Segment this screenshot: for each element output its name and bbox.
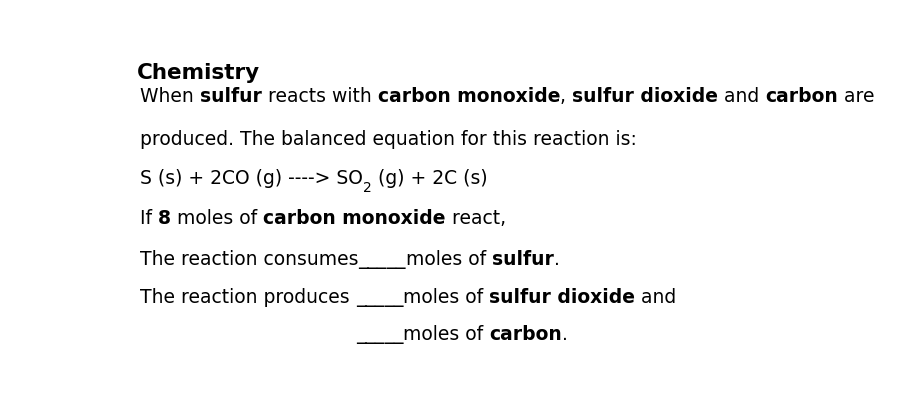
- Text: .: .: [562, 325, 568, 344]
- Text: carbon: carbon: [765, 87, 838, 106]
- Text: The reaction consumes: The reaction consumes: [140, 250, 358, 269]
- Text: 8: 8: [158, 209, 171, 228]
- Text: sulfur dioxide: sulfur dioxide: [489, 288, 635, 307]
- Text: react,: react,: [446, 209, 506, 228]
- Text: _____: _____: [356, 325, 403, 344]
- Text: If: If: [140, 209, 158, 228]
- Text: Chemistry: Chemistry: [136, 63, 260, 83]
- Text: _____: _____: [358, 250, 406, 269]
- Text: S (s) + 2CO (g) ----> SO: S (s) + 2CO (g) ----> SO: [140, 169, 363, 188]
- Text: ,: ,: [560, 87, 572, 106]
- Text: 2: 2: [363, 181, 372, 195]
- Text: and: and: [635, 288, 677, 307]
- Text: moles of: moles of: [171, 209, 263, 228]
- Text: and: and: [718, 87, 765, 106]
- Text: sulfur: sulfur: [492, 250, 554, 269]
- Text: carbon monoxide: carbon monoxide: [378, 87, 560, 106]
- Text: are: are: [838, 87, 875, 106]
- Text: When: When: [140, 87, 200, 106]
- Text: _____: _____: [356, 288, 403, 307]
- Text: moles of: moles of: [406, 250, 492, 269]
- Text: carbon monoxide: carbon monoxide: [263, 209, 446, 228]
- Text: moles of: moles of: [403, 288, 489, 307]
- Text: .: .: [554, 250, 560, 269]
- Text: sulfur: sulfur: [200, 87, 262, 106]
- Text: The reaction produces: The reaction produces: [140, 288, 356, 307]
- Text: moles of: moles of: [403, 325, 489, 344]
- Text: (g) + 2C (s): (g) + 2C (s): [372, 169, 487, 188]
- Text: carbon: carbon: [489, 325, 562, 344]
- Text: produced. The balanced equation for this reaction is:: produced. The balanced equation for this…: [140, 130, 637, 149]
- Text: reacts with: reacts with: [262, 87, 378, 106]
- Text: sulfur dioxide: sulfur dioxide: [572, 87, 718, 106]
